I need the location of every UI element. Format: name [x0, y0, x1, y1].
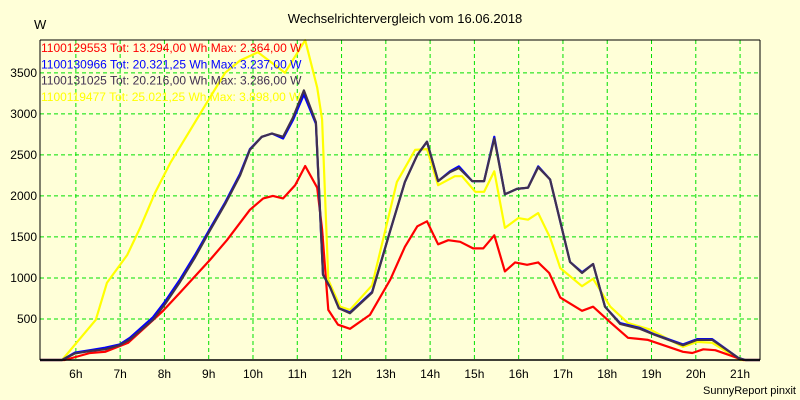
- x-tick-label: 17h: [553, 367, 573, 381]
- x-tick-label: 21h: [730, 367, 750, 381]
- y-axis-label: W: [34, 17, 47, 32]
- x-tick-label: 11h: [288, 367, 307, 381]
- y-tick-label: 1500: [10, 230, 37, 244]
- x-tick-label: 16h: [509, 367, 529, 381]
- x-tick-label: 20h: [686, 367, 706, 381]
- legend-entry-1100130966: 1100130966 Tot: 20.321,25 Wh Max: 3.237,…: [41, 57, 302, 71]
- series-line-1100131025: [40, 89, 760, 362]
- legend-entry-1100129553: 1100129553 Tot: 13.294,00 Wh Max: 2.364,…: [41, 41, 302, 55]
- y-tick-label: 3500: [10, 66, 37, 80]
- series-line-1100129553: [40, 164, 760, 362]
- x-tick-label: 8h: [158, 367, 171, 381]
- axis-ticks: 6h 7h 8h 9h 10h 11h 12h 13h 14h 15h 16h 17h 18h 19h 20…: [10, 66, 750, 381]
- series-lines: [40, 39, 760, 362]
- x-tick-label: 19h: [641, 367, 661, 381]
- chart-title: Wechselrichtervergleich vom 16.06.2018: [288, 11, 523, 26]
- x-tick-label: 6h: [69, 367, 82, 381]
- y-tick-label: 1000: [10, 271, 37, 285]
- y-tick-label: 2000: [10, 189, 37, 203]
- x-tick-label: 15h: [464, 367, 484, 381]
- x-tick-label: 13h: [376, 367, 396, 381]
- x-tick-label: 10h: [243, 367, 263, 381]
- x-tick-label: 14h: [420, 367, 440, 381]
- x-tick-label: 7h: [113, 367, 126, 381]
- footer-credit: SunnyReport pinxit: [703, 385, 796, 397]
- legend: 1100129553 Tot: 13.294,00 Wh Max: 2.364,…: [41, 41, 302, 104]
- plot-frame: [39, 39, 761, 361]
- x-tick-label: 12h: [332, 367, 352, 381]
- x-tick-label: 9h: [202, 367, 215, 381]
- legend-entry-1100119477: 1100119477 Tot: 25.021,25 Wh Max: 3.898,…: [41, 90, 301, 104]
- y-tick-label: 3000: [10, 107, 37, 121]
- x-tick-label: 18h: [597, 367, 617, 381]
- y-tick-label: 500: [17, 312, 37, 326]
- legend-entry-1100131025: 1100131025 Tot: 20.216,00 Wh Max: 3.286,…: [41, 74, 302, 88]
- y-tick-label: 2500: [10, 148, 37, 162]
